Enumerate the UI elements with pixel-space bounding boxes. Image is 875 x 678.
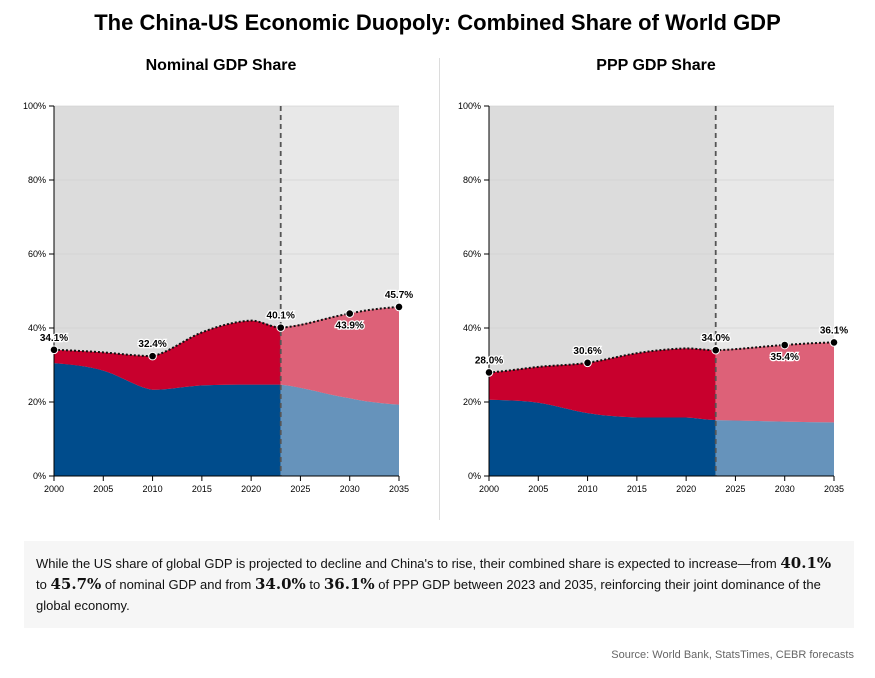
ppp-x-tick-label: 2030 xyxy=(775,484,795,494)
nominal-x-tick-label: 2010 xyxy=(143,484,163,494)
nominal-us-share-forecast-area xyxy=(280,384,399,476)
nominal-gdp-chart: 0% 20% 40% 60% 80% 100% 2000 2005 2010 2015 2020 20… xyxy=(23,101,415,494)
nominal-x-tick-label: 2035 xyxy=(389,484,409,494)
summary-value-nominal-2035: 45.7% xyxy=(50,575,102,593)
nominal-x-tick-label: 2000 xyxy=(44,484,64,494)
ppp-combined-marker xyxy=(780,340,790,350)
summary-value-nominal-2023: 40.1% xyxy=(780,554,832,572)
panel-divider xyxy=(439,58,440,520)
ppp-gdp-chart: 0% 20% 40% 60% 80% 100% 2000 2005 2010 2015 2020 20… xyxy=(458,101,850,494)
nominal-china-share-area xyxy=(54,320,281,390)
source-note: Source: World Bank, StatsTimes, CEBR for… xyxy=(611,649,854,661)
summary-text-3: of nominal GDP and from xyxy=(104,577,252,592)
summary-value-ppp-2035: 36.1% xyxy=(323,575,375,593)
ppp-combined-marker xyxy=(484,368,494,377)
summary-text-4: to xyxy=(309,577,321,592)
ppp-x-tick-label: 2020 xyxy=(676,484,696,494)
nominal-chart-subtitle: Nominal GDP Share xyxy=(145,57,297,74)
nominal-x-tick-label: 2015 xyxy=(192,484,212,494)
nominal-combined-marker xyxy=(49,345,59,355)
nominal-x-tick-label: 2005 xyxy=(93,484,113,494)
nominal-x-tick-label: 2025 xyxy=(290,484,310,494)
ppp-y-tick-label: 40% xyxy=(463,323,481,333)
nominal-combined-marker xyxy=(345,309,355,318)
nominal-y-tick-label: 0% xyxy=(33,471,46,481)
nominal-data-label: 34.1% xyxy=(40,333,68,344)
nominal-x-tick-label: 2020 xyxy=(241,484,261,494)
nominal-data-label: 45.7% xyxy=(385,290,413,301)
ppp-data-label: 28.0% xyxy=(475,355,503,366)
ppp-x-tick-label: 2010 xyxy=(578,484,598,494)
nominal-combined-marker xyxy=(148,351,157,361)
summary-text-5: of PPP GDP between 2023 and 2035, reinfo… xyxy=(36,577,821,613)
ppp-x-tick-label: 2005 xyxy=(528,484,548,494)
ppp-y-tick-label: 100% xyxy=(458,101,481,111)
ppp-x-tick-label: 2035 xyxy=(824,484,844,494)
nominal-data-label: 40.1% xyxy=(267,311,295,322)
ppp-data-label: 34.0% xyxy=(702,333,730,344)
ppp-data-label: 36.1% xyxy=(820,325,848,336)
ppp-y-tick-label: 80% xyxy=(463,175,481,185)
nominal-us-share-area xyxy=(54,363,281,476)
ppp-x-tick-label: 2000 xyxy=(479,484,499,494)
ppp-y-tick-label: 60% xyxy=(463,249,481,259)
nominal-x-tick-label: 2030 xyxy=(340,484,360,494)
nominal-data-label: 32.4% xyxy=(138,339,166,350)
ppp-combined-marker xyxy=(583,358,592,368)
ppp-us-share-area xyxy=(489,399,716,476)
summary-text-2: to xyxy=(36,577,47,592)
nominal-y-tick-label: 40% xyxy=(28,323,46,333)
nominal-china-share-forecast-area xyxy=(280,306,399,405)
ppp-combined-line xyxy=(488,341,835,374)
summary-box: While the US share of global GDP is proj… xyxy=(24,541,854,628)
ppp-y-tick-label: 0% xyxy=(468,471,481,481)
nominal-y-tick-label: 100% xyxy=(23,101,46,111)
summary-value-ppp-2023: 34.0% xyxy=(254,575,306,593)
ppp-data-label: 30.6% xyxy=(573,346,601,357)
ppp-us-share-forecast-area xyxy=(715,420,834,476)
nominal-data-label: 43.9% xyxy=(336,321,364,332)
ppp-x-tick-label: 2025 xyxy=(725,484,745,494)
nominal-combined-marker xyxy=(276,323,286,332)
ppp-y-tick-label: 20% xyxy=(463,397,481,407)
ppp-x-tick-label: 2015 xyxy=(627,484,647,494)
ppp-data-label: 35.4% xyxy=(771,352,799,363)
summary-text-1: While the US share of global GDP is proj… xyxy=(36,556,777,571)
nominal-y-tick-label: 20% xyxy=(28,397,46,407)
ppp-combined-marker xyxy=(711,345,721,355)
chart-title: The China-US Economic Duopoly: Combined … xyxy=(94,10,781,35)
ppp-china-share-forecast-area xyxy=(715,342,834,423)
nominal-combined-marker xyxy=(394,302,404,312)
ppp-chart-subtitle: PPP GDP Share xyxy=(596,57,716,74)
ppp-combined-marker xyxy=(829,338,839,347)
nominal-y-tick-label: 80% xyxy=(28,175,46,185)
nominal-y-tick-label: 60% xyxy=(28,249,46,259)
